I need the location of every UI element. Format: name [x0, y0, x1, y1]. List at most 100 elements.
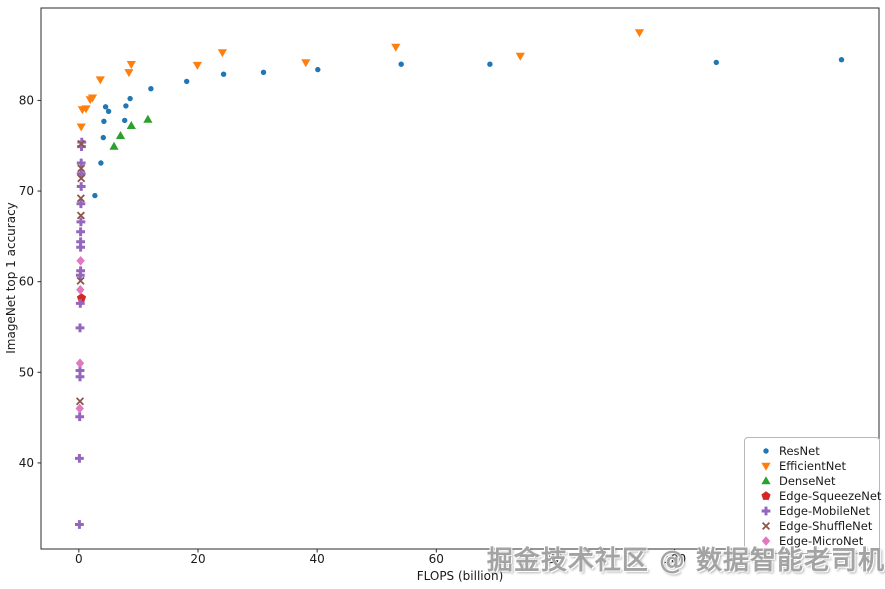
legend-label: Edge-SqueezeNet	[779, 488, 882, 503]
data-point-edge-shufflenet	[77, 174, 86, 183]
legend-label: DenseNet	[779, 473, 836, 488]
data-point-resnet	[220, 71, 227, 77]
legend: ResNet EfficientNet DenseNet Edge-SqueezeNe…	[744, 437, 882, 554]
data-point-edge-mobilenet	[75, 323, 85, 333]
data-point-edge-micronet	[75, 403, 84, 414]
data-point-densenet	[143, 114, 153, 123]
edge-shufflenet-marker-icon	[753, 519, 779, 533]
y-tick-label: 60	[19, 275, 34, 289]
resnet-marker-icon	[753, 444, 779, 458]
x-axis-label: FLOPS (billion)	[416, 569, 504, 583]
data-point-resnet	[260, 69, 267, 75]
data-point-resnet	[105, 108, 112, 114]
data-point-resnet	[92, 192, 98, 199]
data-point-edge-micronet	[76, 255, 85, 266]
data-point-resnet	[122, 117, 128, 124]
data-point-resnet	[123, 103, 129, 109]
data-point-densenet	[115, 131, 126, 139]
data-point-efficientnet	[81, 105, 91, 114]
data-point-edge-shufflenet	[77, 164, 86, 173]
data-point-edge-shufflenet	[76, 211, 85, 220]
data-point-efficientnet	[124, 69, 134, 78]
data-point-resnet	[315, 66, 321, 73]
y-tick-label: 70	[19, 184, 34, 198]
x-tick-label: 100	[663, 552, 686, 566]
data-point-efficientnet	[391, 43, 401, 52]
data-point-edge-mobilenet	[76, 237, 85, 247]
data-point-efficientnet	[192, 61, 202, 70]
data-point-efficientnet	[217, 49, 227, 58]
data-point-resnet	[184, 78, 190, 85]
data-point-edge-mobilenet	[75, 412, 85, 422]
x-tick-label: 40	[310, 552, 325, 566]
data-point-efficientnet	[126, 60, 136, 69]
data-point-edge-mobilenet	[76, 227, 85, 237]
legend-item-edge-mobilenet: Edge-MobileNet	[753, 503, 873, 518]
data-point-efficientnet	[76, 123, 86, 132]
data-point-densenet	[109, 141, 119, 150]
data-point-resnet	[148, 86, 154, 92]
data-point-efficientnet	[515, 52, 525, 61]
y-tick-label: 50	[19, 365, 34, 379]
data-point-resnet	[101, 118, 107, 124]
data-point-edge-mobilenet	[75, 366, 85, 375]
y-axis-label: ImageNet top 1 accuracy	[4, 202, 18, 354]
data-point-resnet	[838, 57, 845, 63]
data-point-edge-shufflenet	[76, 194, 85, 203]
legend-label: EfficientNet	[779, 458, 846, 473]
data-point-edge-mobilenet	[75, 372, 85, 382]
data-point-resnet	[713, 59, 719, 66]
legend-label: ResNet	[779, 443, 820, 458]
legend-label: Edge-ShuffleNet	[779, 518, 873, 533]
plot-area-border	[40, 7, 880, 550]
legend-item-densenet: DenseNet	[753, 473, 873, 488]
data-point-efficientnet	[301, 59, 311, 68]
data-point-densenet	[126, 121, 136, 129]
data-point-edge-mobilenet	[75, 454, 84, 463]
data-point-edge-mobilenet	[77, 142, 86, 151]
legend-item-edge-micronet: Edge-MicroNet	[753, 533, 873, 548]
data-point-edge-mobilenet	[76, 169, 86, 179]
data-point-edge-mobilenet	[75, 520, 84, 529]
data-point-edge-micronet	[76, 285, 85, 295]
x-tick-label: 0	[75, 552, 83, 566]
x-tick-label: 80	[548, 552, 563, 566]
data-point-edge-mobilenet	[76, 266, 85, 276]
efficientnet-marker-icon	[753, 459, 779, 473]
legend-item-resnet: ResNet	[753, 443, 873, 458]
edge-mobilenet-marker-icon	[753, 504, 779, 518]
y-tick-label: 40	[19, 456, 34, 470]
data-point-resnet	[102, 104, 109, 110]
data-point-edge-mobilenet	[76, 158, 86, 168]
legend-label: Edge-MicroNet	[779, 533, 864, 548]
data-point-edge-mobilenet	[75, 299, 85, 308]
edge-micronet-marker-icon	[753, 534, 779, 548]
data-point-efficientnet	[634, 29, 645, 38]
data-point-edge-mobilenet	[76, 217, 86, 227]
data-point-edge-mobilenet	[76, 182, 86, 191]
data-point-edge-micronet	[75, 358, 85, 368]
data-point-resnet	[98, 160, 104, 166]
x-tick-label: 60	[429, 552, 444, 566]
data-point-resnet	[100, 134, 106, 141]
data-point-edge-shufflenet	[75, 397, 85, 406]
data-point-edge-mobilenet	[75, 270, 85, 280]
x-tick-label: 20	[190, 552, 205, 566]
data-point-resnet	[127, 95, 133, 102]
data-point-efficientnet	[87, 94, 98, 103]
data-point-efficientnet	[95, 76, 105, 85]
edge-squeezenet-marker-icon	[753, 489, 779, 503]
data-point-resnet	[398, 61, 404, 67]
data-point-edge-mobilenet	[76, 199, 86, 209]
legend-item-efficientnet: EfficientNet	[753, 458, 873, 473]
legend-label: Edge-MobileNet	[779, 503, 871, 518]
y-tick-label: 80	[19, 93, 34, 107]
densenet-marker-icon	[753, 474, 779, 488]
legend-item-edge-shufflenet: Edge-ShuffleNet	[753, 518, 873, 533]
data-point-resnet	[487, 61, 493, 67]
data-point-edge-shufflenet	[76, 276, 85, 285]
data-point-edge-mobilenet	[76, 242, 85, 252]
watermark: 掘金技术社区 @ 数据智能老司机	[486, 546, 885, 576]
